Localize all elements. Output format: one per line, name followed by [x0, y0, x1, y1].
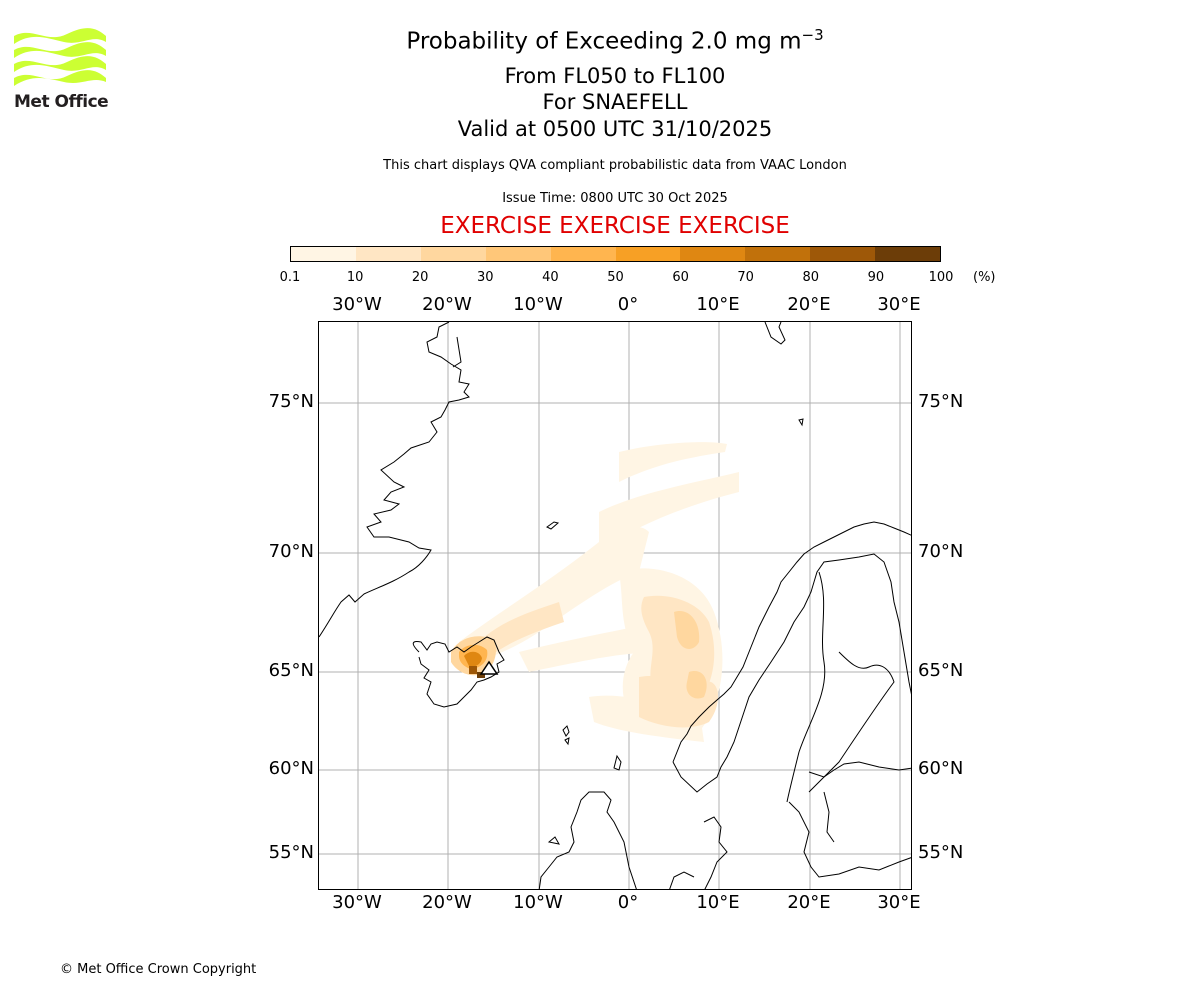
map-panel[interactable] [318, 321, 912, 890]
map-canvas [319, 322, 911, 889]
latitude-label-left: 75°N [268, 391, 314, 412]
probability-colorbar [290, 246, 941, 262]
latitude-label-right: 65°N [918, 660, 964, 681]
longitude-label-top: 20°E [787, 294, 831, 315]
colorbar-tick: 60 [672, 270, 689, 285]
met-office-logo [14, 28, 106, 86]
latitude-label-left: 55°N [268, 842, 314, 863]
longitude-label-bottom: 10°E [696, 892, 740, 913]
longitude-label-bottom: 20°W [422, 892, 472, 913]
latitude-label-left: 70°N [268, 541, 314, 562]
colorbar-tick: 0.1 [279, 270, 301, 285]
colorbar-tick: 30 [477, 270, 494, 285]
chart-title: Probability of Exceeding 2.0 mg m−3 [315, 26, 915, 55]
title-superscript: −3 [801, 26, 824, 44]
longitude-label-top: 10°W [513, 294, 563, 315]
valid-time: Valid at 0500 UTC 31/10/2025 [457, 117, 773, 141]
flight-level-range: From FL050 to FL100 [504, 64, 726, 88]
colorbar-segment-2 [420, 247, 486, 261]
longitude-label-top: 30°E [877, 294, 921, 315]
colorbar-segment-1 [355, 247, 421, 261]
longitude-label-top: 20°W [422, 294, 472, 315]
latitude-label-left: 65°N [268, 660, 314, 681]
title-text: Probability of Exceeding 2.0 mg m [406, 28, 802, 55]
met-office-logo-text: Met Office [14, 92, 109, 112]
colorbar-tick: 40 [542, 270, 559, 285]
longitude-label-bottom: 10°W [513, 892, 563, 913]
coastlines [319, 322, 911, 889]
copyright: © Met Office Crown Copyright [60, 962, 257, 977]
longitude-label-bottom: 20°E [787, 892, 831, 913]
longitude-label-bottom: 30°W [332, 892, 382, 913]
colorbar-unit: (%) [973, 270, 996, 285]
colorbar-tick: 10 [346, 270, 364, 285]
data-source-note: This chart displays QVA compliant probab… [383, 158, 847, 173]
longitude-label-top: 10°E [696, 294, 740, 315]
colorbar-segment-9 [875, 247, 941, 261]
colorbar-segment-7 [745, 247, 811, 261]
graticule [319, 322, 911, 889]
longitude-label-top: 0° [617, 294, 639, 315]
colorbar-segment-5 [615, 247, 681, 261]
colorbar-segment-6 [680, 247, 746, 261]
colorbar-tick: 70 [737, 270, 754, 285]
latitude-label-right: 55°N [918, 842, 964, 863]
volcano-name: For SNAEFELL [542, 90, 688, 114]
issue-time: Issue Time: 0800 UTC 30 Oct 2025 [502, 191, 728, 206]
latitude-label-left: 60°N [268, 758, 314, 779]
colorbar-tick: 100 [928, 270, 954, 285]
colorbar-tick: 90 [867, 270, 885, 285]
longitude-label-bottom: 0° [617, 892, 639, 913]
latitude-label-right: 70°N [918, 541, 964, 562]
colorbar-segment-0 [291, 247, 356, 261]
latitude-label-right: 60°N [918, 758, 964, 779]
latitude-label-right: 75°N [918, 391, 964, 412]
longitude-label-bottom: 30°E [877, 892, 921, 913]
longitude-label-top: 30°W [332, 294, 382, 315]
colorbar-segment-4 [550, 247, 616, 261]
volcano-marker [479, 660, 499, 675]
colorbar-segment-8 [810, 247, 876, 261]
colorbar-tick: 50 [607, 270, 624, 285]
ash-probability-field [451, 442, 739, 742]
colorbar-segment-3 [485, 247, 551, 261]
colorbar-tick: 20 [411, 270, 429, 285]
exercise-banner: EXERCISE EXERCISE EXERCISE [440, 213, 790, 239]
colorbar-tick: 80 [802, 270, 820, 285]
